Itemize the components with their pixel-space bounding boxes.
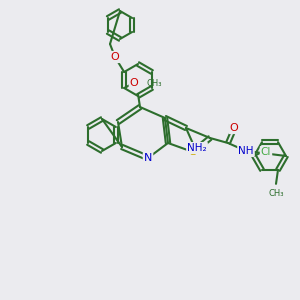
Text: CH₃: CH₃: [146, 79, 162, 88]
Text: O: O: [230, 123, 238, 133]
Text: Cl: Cl: [261, 147, 271, 157]
Text: O: O: [111, 52, 119, 62]
Text: O: O: [130, 78, 139, 88]
Text: NH: NH: [238, 146, 254, 156]
Text: N: N: [144, 153, 152, 163]
Text: NH₂: NH₂: [187, 143, 207, 153]
Text: S: S: [189, 147, 197, 157]
Text: CH₃: CH₃: [268, 189, 284, 198]
